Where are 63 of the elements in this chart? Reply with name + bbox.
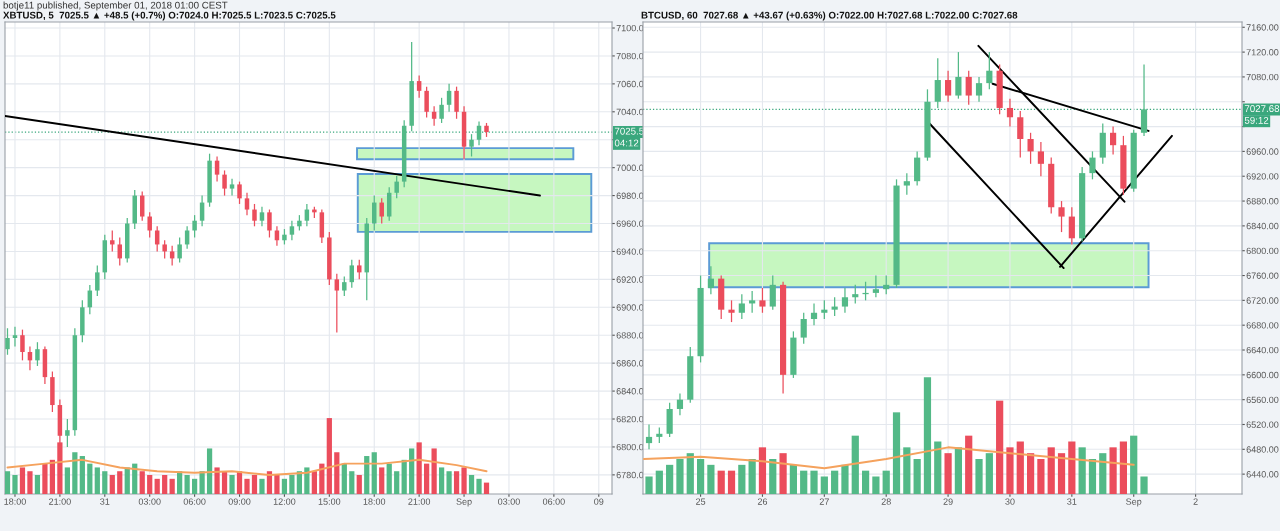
y-tick-label: 6980.0	[616, 192, 644, 199]
y-tick-label: 6780.0	[616, 471, 644, 479]
ref-line-label: 7025.5	[614, 127, 644, 135]
x-tick-label: 09	[594, 498, 604, 505]
y-tick-label: 6960.00	[1246, 148, 1279, 155]
x-tick-label: 12:00	[273, 498, 296, 505]
y-tick-label: 6840.0	[616, 388, 644, 395]
chart-subtitle: botje11 published, September 01, 2018 01:00 CEST	[3, 1, 228, 11]
chart-title: XBTUSD, 5 7025.5 ▲ +48.5 (+0.7%) O:7024.0 H:7025.5 L:7023.5 C:7025.5	[3, 11, 336, 21]
x-tick-label: 21:00	[49, 498, 71, 505]
x-tick-label: 27	[819, 498, 829, 505]
x-tick-label: 18:00	[4, 498, 26, 505]
x-tick-label: 26	[757, 498, 768, 505]
y-tick-label: 6480.00	[1246, 446, 1279, 453]
y-tick-label: 6940.0	[616, 248, 644, 255]
chart-title: BTCUSD, 60 7027.68 ▲ +43.67 (+0.63%) O:7022.00 H:7027.68 L:7022.00 C:7027.68	[641, 11, 1018, 21]
y-tick-label: 7160.00	[1246, 24, 1279, 31]
y-tick-label: 7000.0	[616, 164, 644, 172]
y-tick-label: 7080.00	[1246, 73, 1279, 81]
y-tick-label: 7060.0	[616, 80, 644, 88]
y-tick-label: 6680.00	[1246, 322, 1279, 329]
x-tick-label: 09:00	[228, 498, 251, 505]
text: 04:12	[614, 139, 639, 147]
x-tick-label: 21:00	[408, 498, 431, 505]
y-tick-label: 6920.0	[616, 276, 644, 283]
y-tick-label: 6920.00	[1246, 173, 1279, 180]
x-tick-label: 06:00	[183, 498, 206, 505]
x-tick-label: 03:00	[498, 498, 520, 505]
x-tick-label: 31	[1067, 498, 1077, 505]
y-tick-label: 6640.00	[1246, 346, 1279, 354]
y-tick-label: 6900.0	[616, 304, 644, 311]
text: 59:12	[1244, 116, 1269, 124]
x-tick-label: 06:00	[542, 498, 565, 505]
x-tick-label: 29	[943, 498, 953, 505]
ref-line-label: 7027.68	[1244, 105, 1280, 113]
x-tick-label: Sep	[1126, 498, 1142, 507]
y-tick-label: 6860.0	[616, 360, 644, 367]
y-tick-label: 7100.0	[616, 24, 644, 32]
y-tick-label: 6520.00	[1246, 421, 1279, 428]
x-tick-label: 2	[1193, 498, 1198, 505]
y-tick-label: 6800.0	[616, 443, 644, 451]
x-tick-label: 31	[100, 498, 110, 505]
y-tick-label: 7040.0	[616, 108, 644, 116]
y-tick-label: 6820.0	[616, 415, 644, 423]
x-tick-label: 03:00	[138, 498, 161, 505]
x-tick-label: 30	[1005, 498, 1015, 505]
y-tick-label: 6880.00	[1246, 198, 1279, 205]
x-tick-label: Sep	[456, 498, 472, 507]
x-tick-label: 28	[881, 498, 891, 505]
y-tick-label: 6960.0	[616, 220, 644, 227]
y-tick-label: 7120.00	[1246, 49, 1279, 56]
y-tick-label: 6840.00	[1246, 222, 1279, 230]
y-tick-label: 6880.0	[616, 332, 644, 339]
y-tick-label: 7080.0	[616, 52, 644, 60]
y-tick-label: 6760.00	[1246, 272, 1279, 279]
y-tick-label: 6720.00	[1246, 297, 1279, 304]
y-tick-label: 6560.00	[1246, 396, 1279, 404]
x-tick-label: 15:00	[318, 498, 341, 505]
x-tick-label: 18:00	[363, 498, 386, 505]
y-tick-label: 6440.00	[1246, 471, 1279, 478]
y-tick-label: 6800.00	[1246, 247, 1279, 255]
x-tick-label: 25	[696, 498, 706, 505]
y-tick-label: 6600.00	[1246, 371, 1279, 379]
